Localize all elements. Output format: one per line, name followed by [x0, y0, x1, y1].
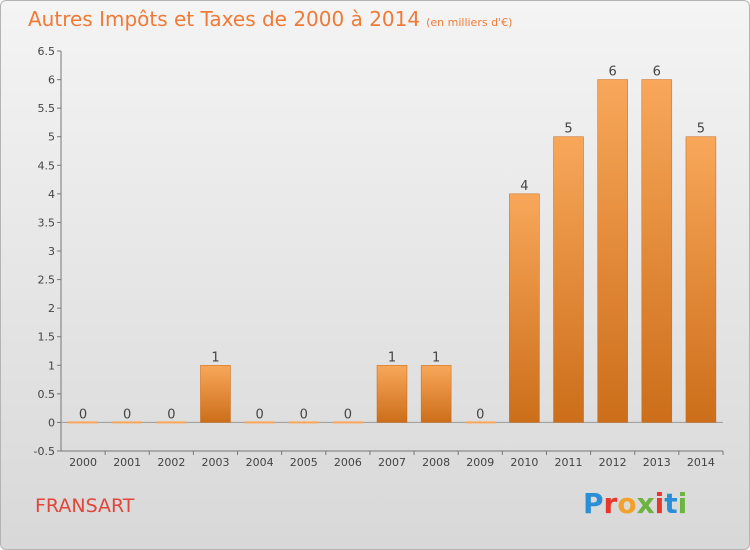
bar	[288, 421, 319, 424]
y-tick-label: 1	[48, 359, 55, 372]
chart-title: Autres Impôts et Taxes de 2000 à 2014 (en…	[28, 7, 512, 31]
bar	[685, 136, 717, 423]
bar-value-label: 1	[211, 350, 219, 365]
bar	[200, 365, 231, 423]
bar	[332, 421, 363, 424]
bar-value-label: 0	[344, 407, 352, 422]
bar-value-label: 0	[300, 407, 308, 422]
x-tick-label: 2007	[378, 456, 406, 469]
y-tick-label: 0	[48, 416, 55, 429]
x-tick-label: 2009	[466, 456, 494, 469]
x-tick-label: 2013	[643, 456, 671, 469]
x-tick-label: 2006	[334, 456, 362, 469]
y-tick-label: 6.5	[38, 45, 56, 58]
x-tick-label: 2008	[422, 456, 450, 469]
bar-value-label: 6	[609, 65, 617, 80]
bar-value-label: 0	[255, 407, 263, 422]
bar	[465, 421, 496, 424]
x-tick-label: 2002	[157, 456, 185, 469]
bar	[420, 365, 452, 423]
x-tick-label: 2010	[510, 456, 538, 469]
y-tick-label: 4.5	[38, 159, 56, 172]
logo-letter: r	[603, 487, 618, 520]
bar	[641, 79, 673, 423]
chart-subtitle: (en milliers d'€)	[426, 16, 513, 29]
bar-value-label: 0	[167, 407, 175, 422]
proxiti-logo[interactable]: Proxiti	[583, 487, 687, 520]
y-tick-label: -0.5	[34, 445, 55, 458]
y-tick-label: 6	[48, 74, 55, 87]
y-tick-label: 5	[48, 131, 55, 144]
bar	[553, 136, 584, 423]
bar-value-label: 6	[653, 65, 661, 80]
bar	[509, 193, 540, 423]
y-tick-label: 3	[48, 245, 55, 258]
y-tick-label: 0.5	[38, 388, 56, 401]
bar-value-label: 0	[79, 407, 87, 422]
x-tick-label: 2003	[201, 456, 229, 469]
logo-letter: i	[654, 487, 665, 520]
x-tick-label: 2004	[246, 456, 274, 469]
y-tick-label: 3.5	[38, 216, 56, 229]
bar-value-label: 5	[697, 122, 705, 137]
logo-letter: t	[664, 487, 678, 520]
y-tick-label: 2	[48, 302, 55, 315]
bar	[112, 421, 143, 424]
chart-title-main: Autres Impôts et Taxes de 2000 à 2014	[28, 7, 421, 31]
bar	[376, 365, 408, 423]
bar	[156, 421, 187, 424]
x-tick-label: 2011	[555, 456, 583, 469]
bar-value-label: 0	[476, 407, 484, 422]
bar-value-label: 4	[520, 179, 528, 194]
bar-value-label: 5	[564, 122, 572, 137]
x-tick-label: 2012	[599, 456, 627, 469]
commune-name: FRANSART	[35, 495, 135, 517]
bar-value-label: 1	[388, 350, 396, 365]
bar	[244, 421, 275, 424]
logo-letter: x	[636, 487, 655, 520]
y-tick-label: 5.5	[38, 102, 56, 115]
x-tick-label: 2005	[290, 456, 318, 469]
logo-letter: o	[617, 487, 637, 520]
logo-letter: i	[677, 487, 688, 520]
x-tick-label: 2001	[113, 456, 141, 469]
y-tick-label: 4	[48, 188, 55, 201]
x-tick-label: 2000	[69, 456, 97, 469]
bar	[597, 79, 628, 423]
bar-value-label: 0	[123, 407, 131, 422]
bar	[68, 421, 99, 424]
logo-letter: P	[583, 487, 604, 520]
y-tick-label: 1.5	[38, 331, 56, 344]
y-tick-label: 2.5	[38, 274, 56, 287]
x-tick-label: 2014	[687, 456, 715, 469]
bar-value-label: 1	[432, 350, 440, 365]
